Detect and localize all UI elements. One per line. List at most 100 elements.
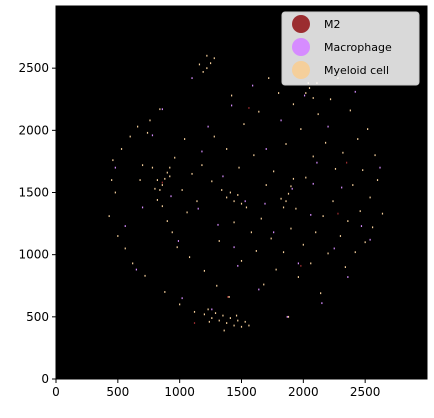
point-2-47	[231, 94, 233, 97]
point-1-11	[207, 125, 209, 128]
point-1-32	[341, 186, 343, 189]
point-2-38	[208, 320, 210, 323]
point-1-18	[252, 84, 254, 87]
point-2-46	[228, 296, 230, 298]
point-2-82	[317, 113, 319, 116]
point-2-65	[275, 268, 277, 271]
point-2-123	[237, 319, 239, 322]
y-tick-label-3: 1500	[18, 186, 49, 200]
point-0-2	[337, 212, 339, 215]
point-2-97	[354, 251, 356, 254]
point-2-25	[176, 246, 178, 249]
point-2-92	[342, 151, 344, 154]
point-1-35	[360, 225, 363, 227]
point-2-8	[132, 262, 134, 265]
point-2-17	[156, 199, 159, 201]
point-2-80	[312, 155, 314, 158]
point-2-10	[139, 179, 141, 181]
point-2-54	[248, 324, 250, 327]
point-2-75	[300, 128, 302, 130]
point-2-85	[324, 141, 327, 144]
point-1-28	[316, 161, 318, 164]
point-2-29	[186, 211, 188, 214]
point-1-29	[321, 302, 323, 305]
x-axis: 0 500 1000 1500 2000 2500	[52, 379, 380, 399]
point-2-57	[255, 250, 257, 252]
point-1-16	[237, 264, 239, 267]
point-0-0	[193, 322, 196, 324]
point-2-26	[179, 303, 181, 306]
point-2-111	[169, 166, 171, 169]
legend-marker-1	[292, 38, 310, 56]
point-1-36	[369, 238, 371, 241]
point-1-17	[244, 200, 246, 203]
point-2-114	[203, 313, 205, 316]
point-2-41	[216, 284, 218, 287]
point-1-13	[217, 223, 219, 226]
point-1-23	[286, 315, 288, 318]
point-2-141	[308, 87, 311, 89]
point-2-94	[347, 220, 349, 222]
point-2-73	[295, 207, 297, 210]
point-2-19	[161, 205, 163, 208]
legend-box	[281, 11, 420, 86]
point-2-119	[222, 314, 224, 317]
point-2-95	[349, 109, 351, 112]
point-2-2	[112, 159, 114, 162]
point-1-2	[135, 268, 137, 271]
point-1-37	[379, 166, 381, 169]
point-2-98	[357, 138, 359, 140]
point-1-25	[297, 262, 299, 265]
x-tick-label-0: 0	[52, 385, 60, 399]
point-2-83	[320, 292, 322, 295]
point-2-125	[244, 320, 246, 323]
point-2-139	[202, 70, 204, 73]
point-2-112	[156, 179, 159, 181]
point-1-24	[291, 187, 293, 190]
point-2-1	[111, 179, 113, 181]
point-2-40	[213, 135, 215, 138]
point-2-36	[203, 269, 205, 272]
point-2-42	[218, 240, 220, 242]
point-2-33	[196, 200, 198, 203]
point-2-6	[124, 247, 126, 250]
point-2-109	[164, 177, 166, 180]
point-2-71	[290, 227, 292, 230]
point-2-30	[188, 256, 191, 259]
point-2-5	[120, 148, 123, 150]
point-1-31	[333, 247, 335, 250]
point-1-0	[114, 166, 116, 169]
point-1-7	[177, 240, 180, 242]
point-2-49	[235, 314, 238, 317]
point-1-12	[211, 308, 213, 311]
point-1-15	[231, 104, 233, 107]
point-2-44	[223, 329, 225, 332]
point-2-88	[332, 200, 334, 203]
point-2-103	[369, 196, 371, 199]
legend-marker-2	[292, 61, 310, 79]
point-2-89	[334, 167, 337, 170]
x-tick-label-5: 2500	[350, 385, 381, 399]
point-1-33	[347, 276, 349, 278]
point-2-53	[245, 206, 248, 209]
point-1-20	[265, 148, 267, 150]
point-2-96	[352, 184, 354, 186]
point-1-8	[181, 297, 183, 300]
point-2-122	[233, 324, 235, 327]
point-2-39	[211, 180, 213, 183]
point-1-3	[141, 206, 144, 209]
point-2-4	[117, 235, 119, 237]
point-2-9	[137, 125, 139, 128]
point-2-60	[263, 283, 265, 286]
point-1-9	[191, 77, 193, 80]
point-2-126	[226, 196, 228, 199]
point-2-55	[250, 231, 252, 234]
point-2-142	[312, 97, 314, 99]
point-1-39	[233, 246, 235, 249]
point-2-131	[285, 200, 287, 203]
legend-label-1: Macrophage	[324, 41, 392, 54]
legend-label-0: M2	[324, 18, 341, 31]
point-2-93	[344, 266, 346, 268]
